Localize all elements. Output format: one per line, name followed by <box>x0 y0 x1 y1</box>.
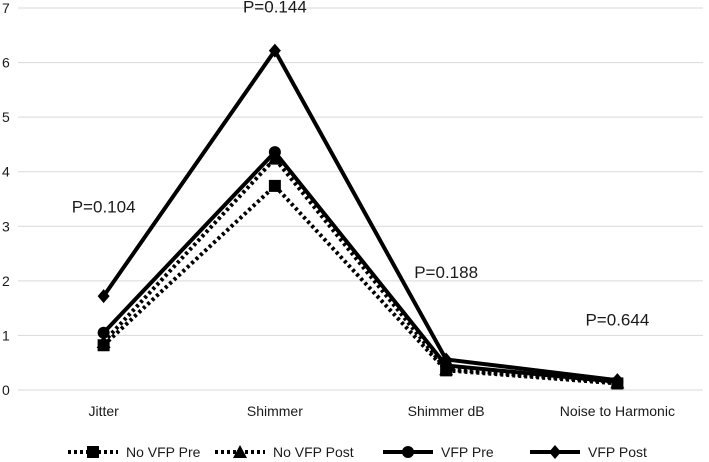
y-tick-label: 0 <box>2 382 10 398</box>
x-tick-label: Jitter <box>88 403 119 419</box>
y-tick-label: 3 <box>2 218 10 234</box>
series-vfp-pre <box>97 146 624 388</box>
legend-label: VFP Post <box>588 444 647 460</box>
series-lines <box>96 43 625 390</box>
p-value-label: P=0.144 <box>243 0 307 16</box>
triangle-marker <box>233 445 247 458</box>
y-tick-label: 1 <box>2 327 10 343</box>
triangle-marker <box>267 151 282 165</box>
series-line-vfp-pre <box>102 150 618 384</box>
series-no-vfp-post <box>96 151 625 389</box>
x-tick-label: Shimmer dB <box>408 403 485 419</box>
diamond-marker <box>440 352 453 367</box>
y-tick-label: 2 <box>2 273 10 289</box>
legend-label: No VFP Pre <box>126 444 201 460</box>
series-no-vfp-pre <box>97 179 624 390</box>
y-tick-label: 5 <box>2 109 10 125</box>
x-tick-label: Shimmer <box>247 403 303 419</box>
series-line-no-vfp-pre <box>102 183 618 386</box>
p-value-label: P=0.644 <box>585 311 649 330</box>
legend-label: VFP Pre <box>441 444 494 460</box>
series-line-no-vfp-post <box>102 156 618 385</box>
square-marker <box>268 179 281 192</box>
x-axis-ticks: Jitter Shimmer Shimmer dB Noise to Harmonic <box>88 403 675 419</box>
diamond-marker <box>549 445 561 459</box>
legend-item-vfp-post: VFP Post <box>530 444 647 460</box>
circle-marker <box>97 326 110 339</box>
y-tick-label: 4 <box>2 164 10 180</box>
x-tick-label: Noise to Harmonic <box>560 403 675 419</box>
circle-marker <box>268 146 281 159</box>
y-tick-label: 6 <box>2 55 10 71</box>
diamond-marker <box>611 373 624 388</box>
legend-label: No VFP Post <box>273 444 354 460</box>
circle-marker <box>402 446 414 458</box>
legend-item-vfp-pre: VFP Pre <box>383 444 494 460</box>
triangle-marker <box>96 334 111 348</box>
legend-item-no-vfp-pre: No VFP Pre <box>68 444 201 460</box>
p-value-label: P=0.104 <box>72 198 136 217</box>
p-value-label: P=0.188 <box>414 263 478 282</box>
legend-item-no-vfp-post: No VFP Post <box>215 444 354 460</box>
series-line-vfp-post <box>101 48 618 383</box>
diamond-marker <box>268 43 281 58</box>
square-marker <box>87 446 99 458</box>
y-tick-label: 7 <box>2 0 10 16</box>
series-vfp-post <box>97 43 624 388</box>
legend: No VFP Pre No VFP Post VFP Pre VFP Post <box>68 444 647 460</box>
diamond-marker <box>97 289 110 304</box>
p-value-annotations: P=0.104 P=0.144 P=0.188 P=0.644 <box>72 0 650 330</box>
y-axis-ticks: 0 1 2 3 4 5 6 7 <box>2 0 10 398</box>
